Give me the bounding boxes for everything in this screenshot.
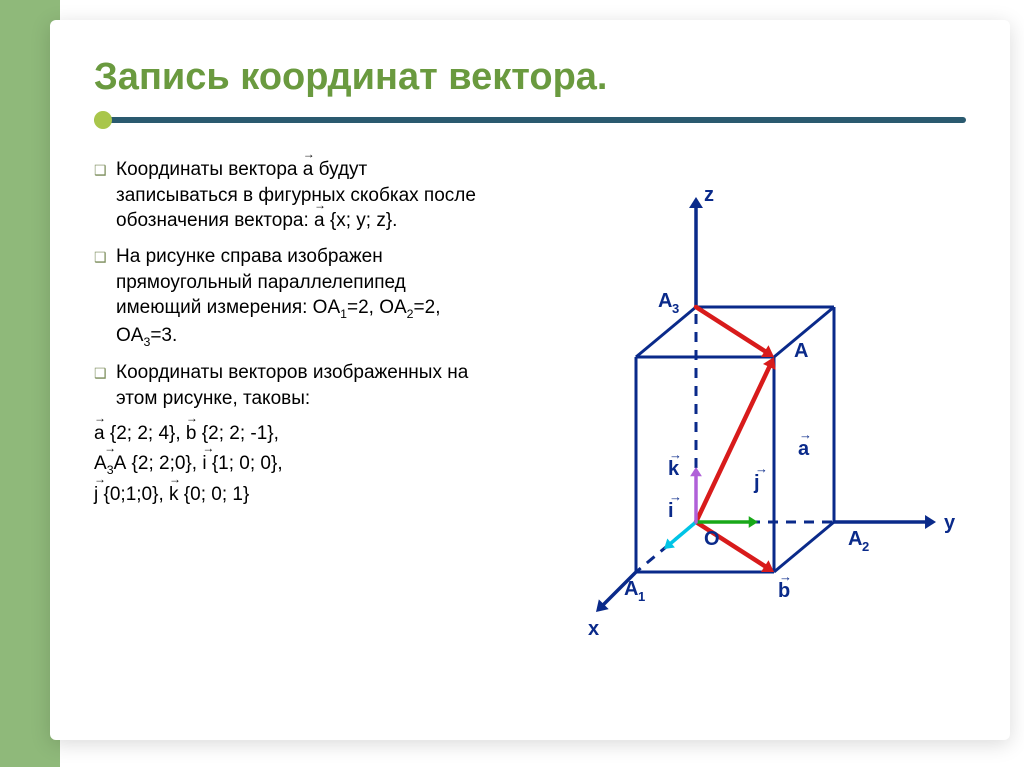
rule-line (94, 117, 966, 123)
coord-lines: a {2; 2; 4}, b {2; 2; -1}, A3A {2; 2;0}, … (94, 421, 486, 508)
slide-title: Запись координат вектора. (94, 56, 966, 99)
bullet-marker: ❑ (94, 244, 116, 350)
coord-line: A3A {2; 2;0}, i {1; 0; 0}, (94, 451, 486, 478)
bullet-marker: ❑ (94, 360, 116, 411)
bullet-item: ❑Координаты векторов изображенных на это… (94, 360, 486, 411)
bullet-text: Координаты векторов изображенных на этом… (116, 360, 486, 411)
diagram-3d: OA1A2A3Aa→b→i→j→k→xyz (506, 157, 966, 657)
coord-line: j {0;1;0}, k {0; 0; 1} (94, 482, 486, 508)
diagram-svg: OA1A2A3Aa→b→i→j→k→xyz (506, 157, 966, 657)
svg-text:y: y (944, 512, 956, 534)
svg-text:→: → (669, 447, 682, 462)
svg-text:A: A (624, 578, 638, 600)
svg-text:x: x (588, 618, 599, 640)
svg-text:A: A (658, 290, 672, 312)
svg-text:→: → (779, 569, 792, 584)
svg-text:→: → (799, 427, 812, 442)
bullet-text: Координаты вектора a будут записываться … (116, 157, 486, 234)
svg-text:3: 3 (672, 301, 679, 316)
bullet-text: На рисунке справа изображен прямоугольны… (116, 244, 486, 350)
bullet-list: ❑Координаты вектора a будут записываться… (94, 157, 486, 411)
svg-text:A: A (794, 340, 808, 362)
svg-text:→: → (755, 461, 768, 476)
svg-text:A: A (848, 528, 862, 550)
coord-line: a {2; 2; 4}, b {2; 2; -1}, (94, 421, 486, 447)
bullet-marker: ❑ (94, 157, 116, 234)
text-column: ❑Координаты вектора a будут записываться… (94, 157, 486, 657)
svg-text:→: → (669, 489, 682, 504)
slide-card: Запись координат вектора. ❑Координаты ве… (50, 20, 1010, 740)
svg-text:1: 1 (638, 589, 645, 604)
svg-text:2: 2 (862, 539, 869, 554)
bullet-item: ❑Координаты вектора a будут записываться… (94, 157, 486, 234)
rule-dot (94, 111, 112, 129)
bullet-item: ❑На рисунке справа изображен прямоугольн… (94, 244, 486, 350)
svg-text:z: z (704, 184, 714, 206)
title-rule (94, 113, 966, 127)
content-row: ❑Координаты вектора a будут записываться… (94, 157, 966, 657)
svg-text:O: O (704, 528, 720, 550)
